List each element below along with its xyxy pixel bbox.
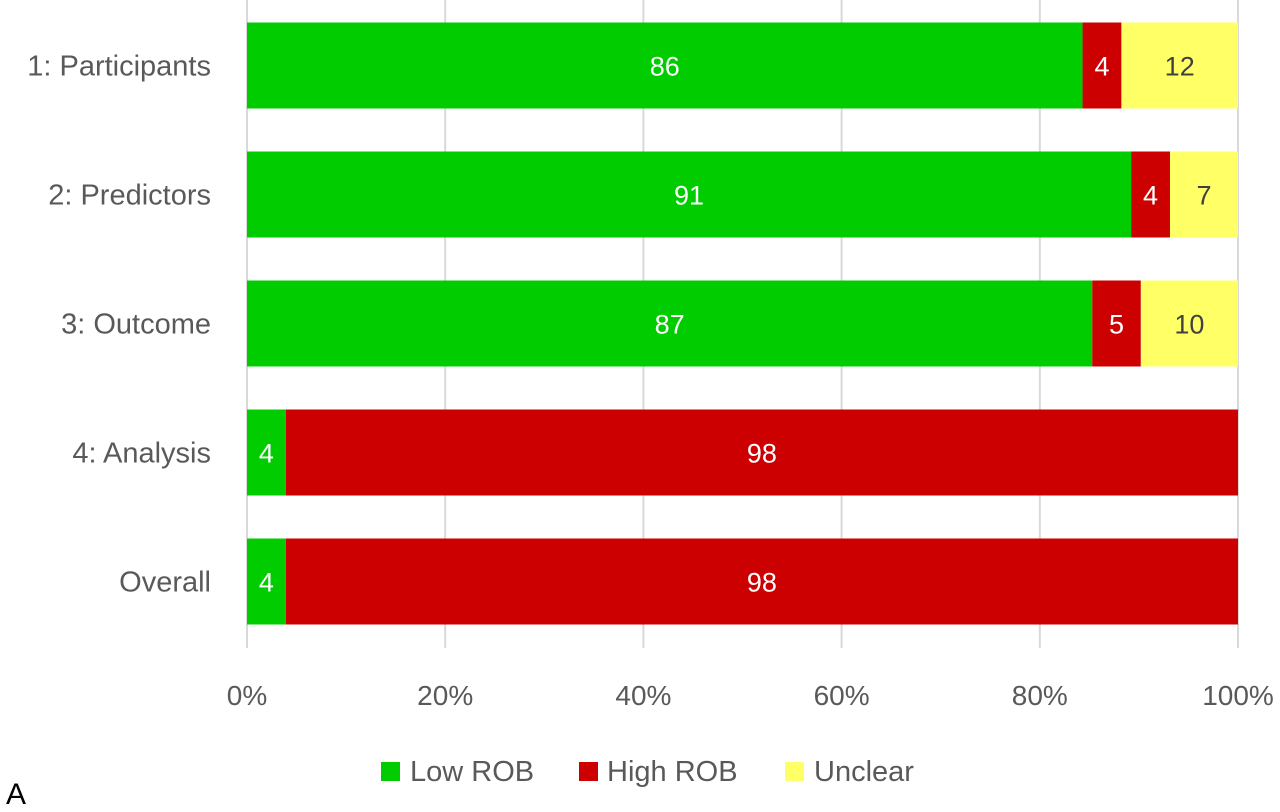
data-label: 4 [1143,181,1158,211]
x-tick-label: 20% [417,680,473,711]
bar-segment [1169,151,1238,238]
x-tick-label: 0% [227,680,267,711]
bar-segment [247,538,286,625]
x-tick-label: 100% [1202,680,1274,711]
data-label: 4 [1094,52,1109,82]
category-label: 2: Predictors [48,180,211,212]
category-label: Overall [119,567,211,599]
bar-segment [1121,22,1238,109]
category-labels: 1: Participants 2: Predictors 3: Outcome 4:… [27,51,211,599]
data-label: 86 [650,52,680,82]
bar-segment [247,22,1083,109]
bars [247,22,1238,625]
legend-label: Low ROB [410,756,534,788]
x-tick-label: 80% [1012,680,1068,711]
legend-swatch [579,762,598,781]
category-label: 1: Participants [27,51,211,83]
x-tick-labels: 0% 20% 40% 60% 80% 100% [227,680,1274,711]
data-label: 87 [655,310,685,340]
legend-label: High ROB [607,756,738,788]
bar-segment [247,409,286,496]
bar-segment [285,538,1238,625]
data-label: 10 [1174,310,1204,340]
bar-segment [247,151,1132,238]
legend-swatch [785,762,804,781]
bar-segment [1140,280,1238,367]
category-label: 3: Outcome [61,309,211,341]
data-label: 12 [1165,52,1195,82]
bar-segment [247,280,1093,367]
bar-segment [285,409,1238,496]
data-label: 7 [1196,181,1211,211]
data-label: 98 [747,439,777,469]
data-label: 4 [259,439,274,469]
category-label: 4: Analysis [72,438,211,470]
bar-segment [1082,22,1122,109]
legend-label: Unclear [814,756,914,788]
bar-segment [1131,151,1170,238]
data-label: 98 [747,568,777,598]
legend: Low ROB High ROB Unclear [381,756,914,788]
legend-swatch [381,762,400,781]
x-tick-label: 60% [814,680,870,711]
bar-segment [1092,280,1141,367]
data-labels: 86 4 12 91 4 7 87 5 10 4 98 4 98 [259,52,1212,598]
data-label: 5 [1109,310,1124,340]
data-label: 91 [674,181,704,211]
x-tick-label: 40% [615,680,671,711]
data-label: 4 [259,568,274,598]
panel-label: A [6,778,26,807]
